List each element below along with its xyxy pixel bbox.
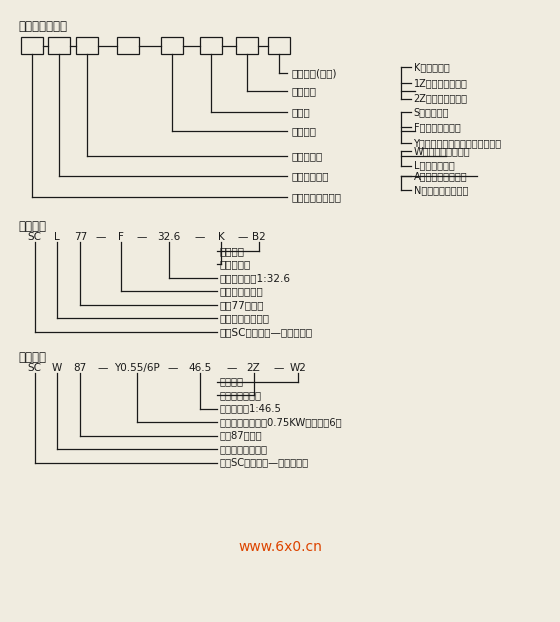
Text: 表示立式法兰安装: 表示立式法兰安装 <box>220 313 269 323</box>
Text: 示例一：: 示例一： <box>18 220 46 233</box>
Text: 表示安装形式: 表示安装形式 <box>291 171 329 181</box>
Text: —: — <box>237 233 248 243</box>
Text: 77: 77 <box>74 233 87 243</box>
Text: —: — <box>274 363 284 373</box>
Text: 机型表示方法：: 机型表示方法： <box>18 19 67 32</box>
Text: 表示孔输出: 表示孔输出 <box>220 259 250 269</box>
Text: A表示本体端面安装: A表示本体端面安装 <box>413 171 467 181</box>
Text: 2Z: 2Z <box>246 363 260 373</box>
Text: 32.6: 32.6 <box>157 233 180 243</box>
Text: F表示配连接法兰: F表示配连接法兰 <box>413 122 460 132</box>
Text: 安装方位(见图): 安装方位(见图) <box>291 68 337 78</box>
Text: 输出方式: 输出方式 <box>291 86 316 96</box>
Text: 87: 87 <box>74 363 87 373</box>
Text: 1Z表示单向轴输出: 1Z表示单向轴输出 <box>413 78 468 88</box>
Text: 安装方位: 安装方位 <box>220 246 244 256</box>
Text: S表示轴输入: S表示轴输入 <box>413 107 449 117</box>
Bar <box>161 37 184 55</box>
Text: K表示孔输出: K表示孔输出 <box>413 62 449 72</box>
Text: —: — <box>195 233 205 243</box>
Text: 表示77机型号: 表示77机型号 <box>220 300 264 310</box>
Text: B2: B2 <box>252 233 266 243</box>
Text: SC: SC <box>27 233 41 243</box>
Text: 表示减速比为1:32.6: 表示减速比为1:32.6 <box>220 273 290 283</box>
Text: 表示配连接法兰: 表示配连接法兰 <box>220 286 263 296</box>
Text: SC: SC <box>27 363 41 373</box>
Text: W: W <box>52 363 62 373</box>
Text: F: F <box>118 233 124 243</box>
Text: 46.5: 46.5 <box>188 363 212 373</box>
Text: 表示机型号: 表示机型号 <box>291 151 323 161</box>
Text: —: — <box>96 233 106 243</box>
Bar <box>48 37 71 55</box>
Bar <box>200 37 222 55</box>
Text: —: — <box>97 363 108 373</box>
Text: —: — <box>227 363 237 373</box>
Text: 示例二：: 示例二： <box>18 351 46 364</box>
Text: 输入方式: 输入方式 <box>291 126 316 136</box>
Text: —: — <box>137 233 147 243</box>
Text: 表示SC系列斜齿—蜗轮减速器: 表示SC系列斜齿—蜗轮减速器 <box>220 458 309 468</box>
Text: N表示带扭力臂安装: N表示带扭力臂安装 <box>413 185 468 195</box>
Text: 表示带电机功率为0.75KW，极数为6极: 表示带电机功率为0.75KW，极数为6极 <box>220 417 342 427</box>
Text: —: — <box>167 363 178 373</box>
Bar <box>268 37 290 55</box>
Text: www.6x0.cn: www.6x0.cn <box>238 541 322 554</box>
Text: W2: W2 <box>289 363 306 373</box>
Text: W表示卧式底脚安装: W表示卧式底脚安装 <box>413 146 470 157</box>
Text: Y0.55/6P: Y0.55/6P <box>114 363 160 373</box>
Text: 表示SC系列斜齿—蜗轮减速器: 表示SC系列斜齿—蜗轮减速器 <box>220 327 312 337</box>
Text: L: L <box>54 233 59 243</box>
Bar <box>117 37 139 55</box>
Text: 表示双向轴输出: 表示双向轴输出 <box>220 390 262 400</box>
Bar <box>21 37 43 55</box>
Text: 2Z表示双向轴输出: 2Z表示双向轴输出 <box>413 94 468 104</box>
Text: 表示减速比1:46.5: 表示减速比1:46.5 <box>220 404 281 414</box>
Text: K: K <box>218 233 225 243</box>
Bar <box>236 37 258 55</box>
Text: 表示卧式底脚安装: 表示卧式底脚安装 <box>220 444 267 454</box>
Text: 安装方位: 安装方位 <box>220 376 243 386</box>
Text: 本系列减速器代号: 本系列减速器代号 <box>291 192 341 203</box>
Text: 表示87机型号: 表示87机型号 <box>220 430 262 440</box>
Text: 减速比: 减速比 <box>291 107 310 117</box>
Text: Y表示带电机注明电机功率与极数: Y表示带电机注明电机功率与极数 <box>413 138 502 148</box>
Bar <box>76 37 98 55</box>
Text: L表示立式安装: L表示立式安装 <box>413 160 454 170</box>
